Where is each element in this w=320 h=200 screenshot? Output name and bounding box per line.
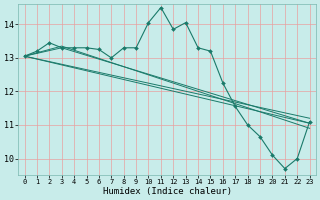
X-axis label: Humidex (Indice chaleur): Humidex (Indice chaleur) [103,187,232,196]
